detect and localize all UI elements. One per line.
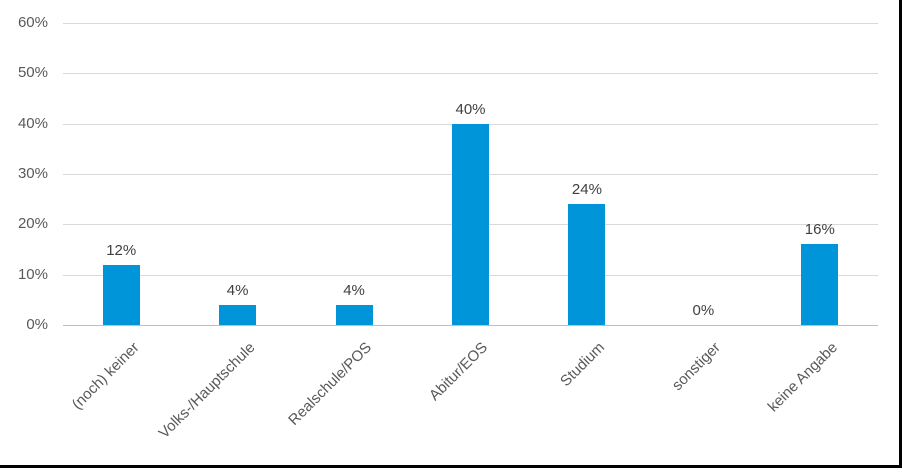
x-axis-category-label: Realschule/POS: [285, 339, 376, 429]
y-axis-tick-label: 20%: [17, 215, 48, 233]
x-axis-category-label: Volks-/Hauptschule: [155, 339, 259, 442]
bar: [219, 304, 257, 325]
bar: [335, 304, 373, 325]
x-axis-category-label: sonstiger: [669, 339, 725, 395]
bar-value-label: 24%: [571, 181, 602, 199]
plot-area: 0% 10% 20% 30% 40% 50% 60% 12% 4% 4% 40% 24% 0% 16% …: [17, 14, 878, 442]
bar-value-label: 4%: [343, 281, 365, 299]
x-axis-category-label: keine Angabe: [764, 339, 841, 416]
bar-value-label: 12%: [106, 241, 137, 259]
y-axis-tick-label: 0%: [26, 316, 48, 333]
x-axis-category-label: Abitur/EOS: [426, 339, 492, 405]
y-axis-tick-label: 40%: [17, 114, 48, 132]
bar-value-label: 0%: [692, 302, 715, 319]
bar: [801, 244, 839, 325]
x-axis-category-label: (noch) keiner: [68, 339, 143, 413]
x-axis-category-label: Studium: [557, 339, 608, 390]
gridline: [63, 23, 878, 24]
x-axis-line: [63, 325, 878, 326]
bar: [452, 123, 489, 325]
y-axis-tick-label: 60%: [17, 14, 48, 31]
bar: [102, 264, 140, 325]
bar-value-label: 16%: [804, 221, 835, 239]
bar: [568, 204, 606, 325]
gridline: [63, 73, 878, 75]
y-axis-tick-label: 10%: [17, 265, 48, 283]
y-axis-tick-label: 50%: [17, 64, 48, 82]
bar-value-label: 4%: [226, 281, 249, 299]
bar-value-label: 40%: [455, 100, 486, 118]
y-axis-tick-label: 30%: [17, 165, 48, 182]
